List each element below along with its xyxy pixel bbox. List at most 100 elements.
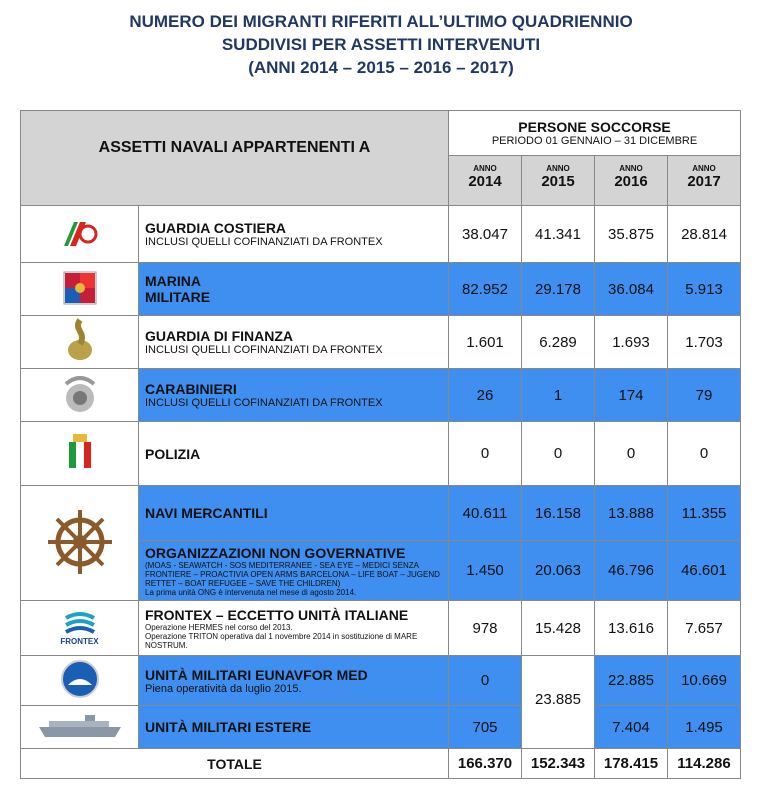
row-note: INCLUSI QUELLI COFINANZIATI DA FRONTEX [145,236,383,248]
row-name: UNITÀ MILITARI EUNAVFOR MED [145,666,368,683]
row-name: GUARDIA COSTIERA [145,220,287,236]
icon [61,219,98,246]
value-cell: 0 [594,421,668,486]
table: ASSETTI NAVALI APPARTENENTI A PERSONE SOC… [20,110,742,779]
row-note: Operazione TRITON operativa dal 1 novemb… [145,631,418,650]
total-value: 178.415 [594,748,668,779]
value-cell: 41.341 [521,205,595,263]
year-number: 2015 [541,173,575,190]
value-cell: 6.289 [521,315,595,369]
year-anno: ANNO [546,164,570,173]
value-cell: 0 [521,421,595,486]
icon [63,271,96,304]
icon [47,509,112,574]
label-cell: CARABINIERI INCLUSI QUELLI COFINANZIATI D… [138,368,449,422]
titles: NUMERO DEI MIGRANTI RIFERITI ALL’ULTIMO … [0,10,762,79]
data-row: MARINA MILITARE 82.952 29.178 36.084 5.913 [20,262,742,316]
icon-cell [20,705,139,749]
value-cell: 978 [448,600,522,656]
icon [67,317,92,360]
label-cell: UNITÀ MILITARI ESTERE [138,705,449,749]
row-name: CARABINIERI [145,381,237,397]
year-row: ANNO 2014 ANNO 2015 ANNO 2016 ANNO 2017 [21,155,742,206]
icon [38,714,121,737]
value-cell: 15.428 [521,600,595,656]
data-row: NAVI MERCANTILI 40.611 16.158 13.888 11.355 [20,485,742,601]
value-cell: 46.796 [594,540,668,601]
year-cell: ANNO 2016 [594,155,668,206]
label-cell: NAVI MERCANTILI [138,485,449,541]
icon [64,612,95,634]
row-note: (MOAS - SEAWATCH - SOS MEDITERRANEE - SE… [145,560,440,588]
value-cell: 7.657 [666,600,742,656]
label-cell: ORGANIZZAZIONI NON GOVERNATIVE (MOAS - SE… [138,540,449,601]
icon [64,375,95,412]
total-value: 114.286 [666,748,742,779]
year-cell: ANNO 2015 [521,155,595,206]
icon-cell [20,368,139,422]
label-cell: GUARDIA COSTIERA INCLUSI QUELLI COFINANZI… [138,205,449,263]
value-cell: 1.450 [448,540,522,601]
row-note: INCLUSI QUELLI COFINANZIATI DA FRONTEX [145,397,383,409]
value-cell: 28.814 [666,205,742,263]
group-subtitle: PERIODO 01 GENNAIO – 31 DICEMBRE [491,135,698,147]
value-cell: 23.885 [521,655,595,749]
row-name: NAVI MERCANTILI [145,505,268,521]
value-cell: 5.913 [666,262,742,316]
year-anno: ANNO [692,164,716,173]
icon-cell [20,262,139,316]
icon [68,434,91,468]
row-note: Operazione HERMES nel corso del 2013. [145,622,293,632]
value-cell: 0 [448,421,522,486]
value-cell: 35.875 [594,205,668,263]
value-cell: 7.404 [594,705,668,749]
icon [60,660,99,698]
year-number: 2014 [468,173,502,190]
icon-cell [20,655,139,706]
icon-cell [20,485,139,601]
total-value: 152.343 [521,748,595,779]
value-cell: 13.888 [594,485,668,541]
value-cell: 16.158 [521,485,595,541]
row-note: La prima unità ONG è intervenuta nel mes… [145,587,357,597]
year-cell: ANNO 2017 [666,155,742,206]
col-label-text: ASSETTI NAVALI APPARTENENTI A [98,139,371,156]
value-cell: 29.178 [521,262,595,316]
label-cell: POLIZIA [138,421,449,486]
label-cell: UNITÀ MILITARI EUNAVFOR MED Piena operati… [138,655,449,706]
year-cell: ANNO 2014 [448,155,522,206]
title-line: (ANNI 2014 – 2015 – 2016 – 2017) [248,58,514,77]
group-header: PERSONE SOCCORSE PERIODO 01 GENNAIO – 31 … [447,110,742,156]
row-note: INCLUSI QUELLI COFINANZIATI DA FRONTEX [145,344,383,356]
icon-cell [20,205,139,263]
row-name: ORGANIZZAZIONI NON GOVERNATIVE [145,544,406,561]
title-line: SUDDIVISI PER ASSETTI INTERVENUTI [221,35,541,54]
row-name: MARINA MILITARE [145,273,211,305]
value-cell: 36.084 [594,262,668,316]
icon-cell [20,421,139,486]
data-row: ORGANIZZAZIONI NON GOVERNATIVE (MOAS - SE… [21,540,742,601]
value-cell: 40.611 [448,485,522,541]
total-value: 166.370 [448,748,522,779]
value-cell: 79 [666,368,742,422]
value-cell: 82.952 [448,262,522,316]
year-number: 2016 [614,173,648,190]
value-cell: 0 [666,421,742,486]
value-cell: 38.047 [448,205,522,263]
row-name: GUARDIA DI FINANZA [145,328,294,344]
title-line: NUMERO DEI MIGRANTI RIFERITI ALL’ULTIMO … [129,12,633,31]
value-cell: 1.601 [448,315,522,369]
header-row: ASSETTI NAVALI APPARTENENTI A PERSONE SOC… [20,110,742,206]
year-anno: ANNO [619,164,643,173]
icon-cell [20,315,139,369]
value-cell: 46.601 [666,540,742,601]
total-row: TOTALE 166.370 152.343 178.415 114.286 [20,748,742,779]
label-cell: FRONTEX – ECCETTO UNITÀ ITALIANE Operazio… [138,600,449,656]
data-row: CARABINIERI INCLUSI QUELLI COFINANZIATI D… [20,368,742,422]
value-cell: 1 [521,368,595,422]
row-name: POLIZIA [145,445,201,462]
row-note: Piena operatività da luglio 2015. [145,682,302,695]
value-cell: 174 [594,368,668,422]
icon-label: FRONTEX [60,637,99,646]
